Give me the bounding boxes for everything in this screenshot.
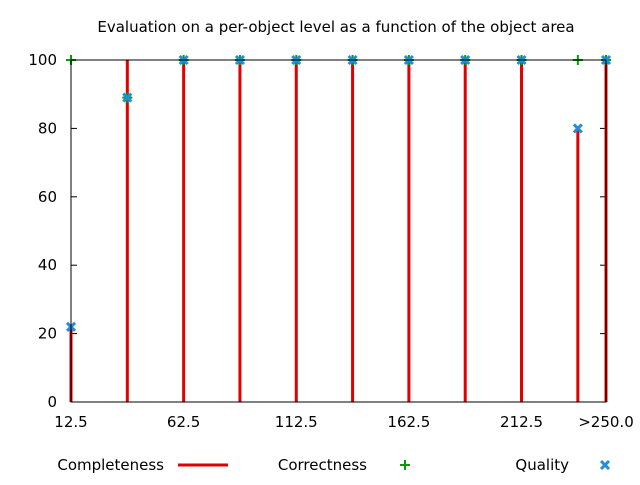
x-tick-label-212.5: 212.5 <box>500 413 543 431</box>
legend-swatch-correctness <box>400 460 410 470</box>
quality-point-9 <box>572 123 583 134</box>
y-tick-label-100: 100 <box>28 51 57 69</box>
plot-frame <box>70 59 607 403</box>
x-tick-label-112.5: 112.5 <box>275 413 318 431</box>
y-tick-label-20: 20 <box>38 325 57 343</box>
y-tick-label-40: 40 <box>38 256 57 274</box>
y-tick-label-80: 80 <box>38 119 57 137</box>
mark-layer <box>65 54 612 402</box>
legend-label-completeness: Completeness <box>57 456 164 474</box>
x-tick-label-62.5: 62.5 <box>167 413 200 431</box>
legend-label-correctness: Correctness <box>278 456 367 474</box>
legend-label-quality: Quality <box>515 456 569 474</box>
x-tick-label->250.0: >250.0 <box>578 413 634 431</box>
quality-point-1 <box>122 92 133 103</box>
legend-swatch-quality <box>599 459 611 471</box>
legend: Completeness Correctness Quality <box>57 456 611 474</box>
y-tick-label-60: 60 <box>38 188 57 206</box>
tick-layer: 0 20 40 60 80 100 12.5 62.5 112.5 162.5 212.5 >250.… <box>28 51 633 431</box>
x-tick-label-162.5: 162.5 <box>387 413 430 431</box>
y-tick-label-0: 0 <box>47 393 57 411</box>
chart-title: Evaluation on a per-object level as a fu… <box>97 18 574 36</box>
x-tick-label-12.5: 12.5 <box>54 413 87 431</box>
